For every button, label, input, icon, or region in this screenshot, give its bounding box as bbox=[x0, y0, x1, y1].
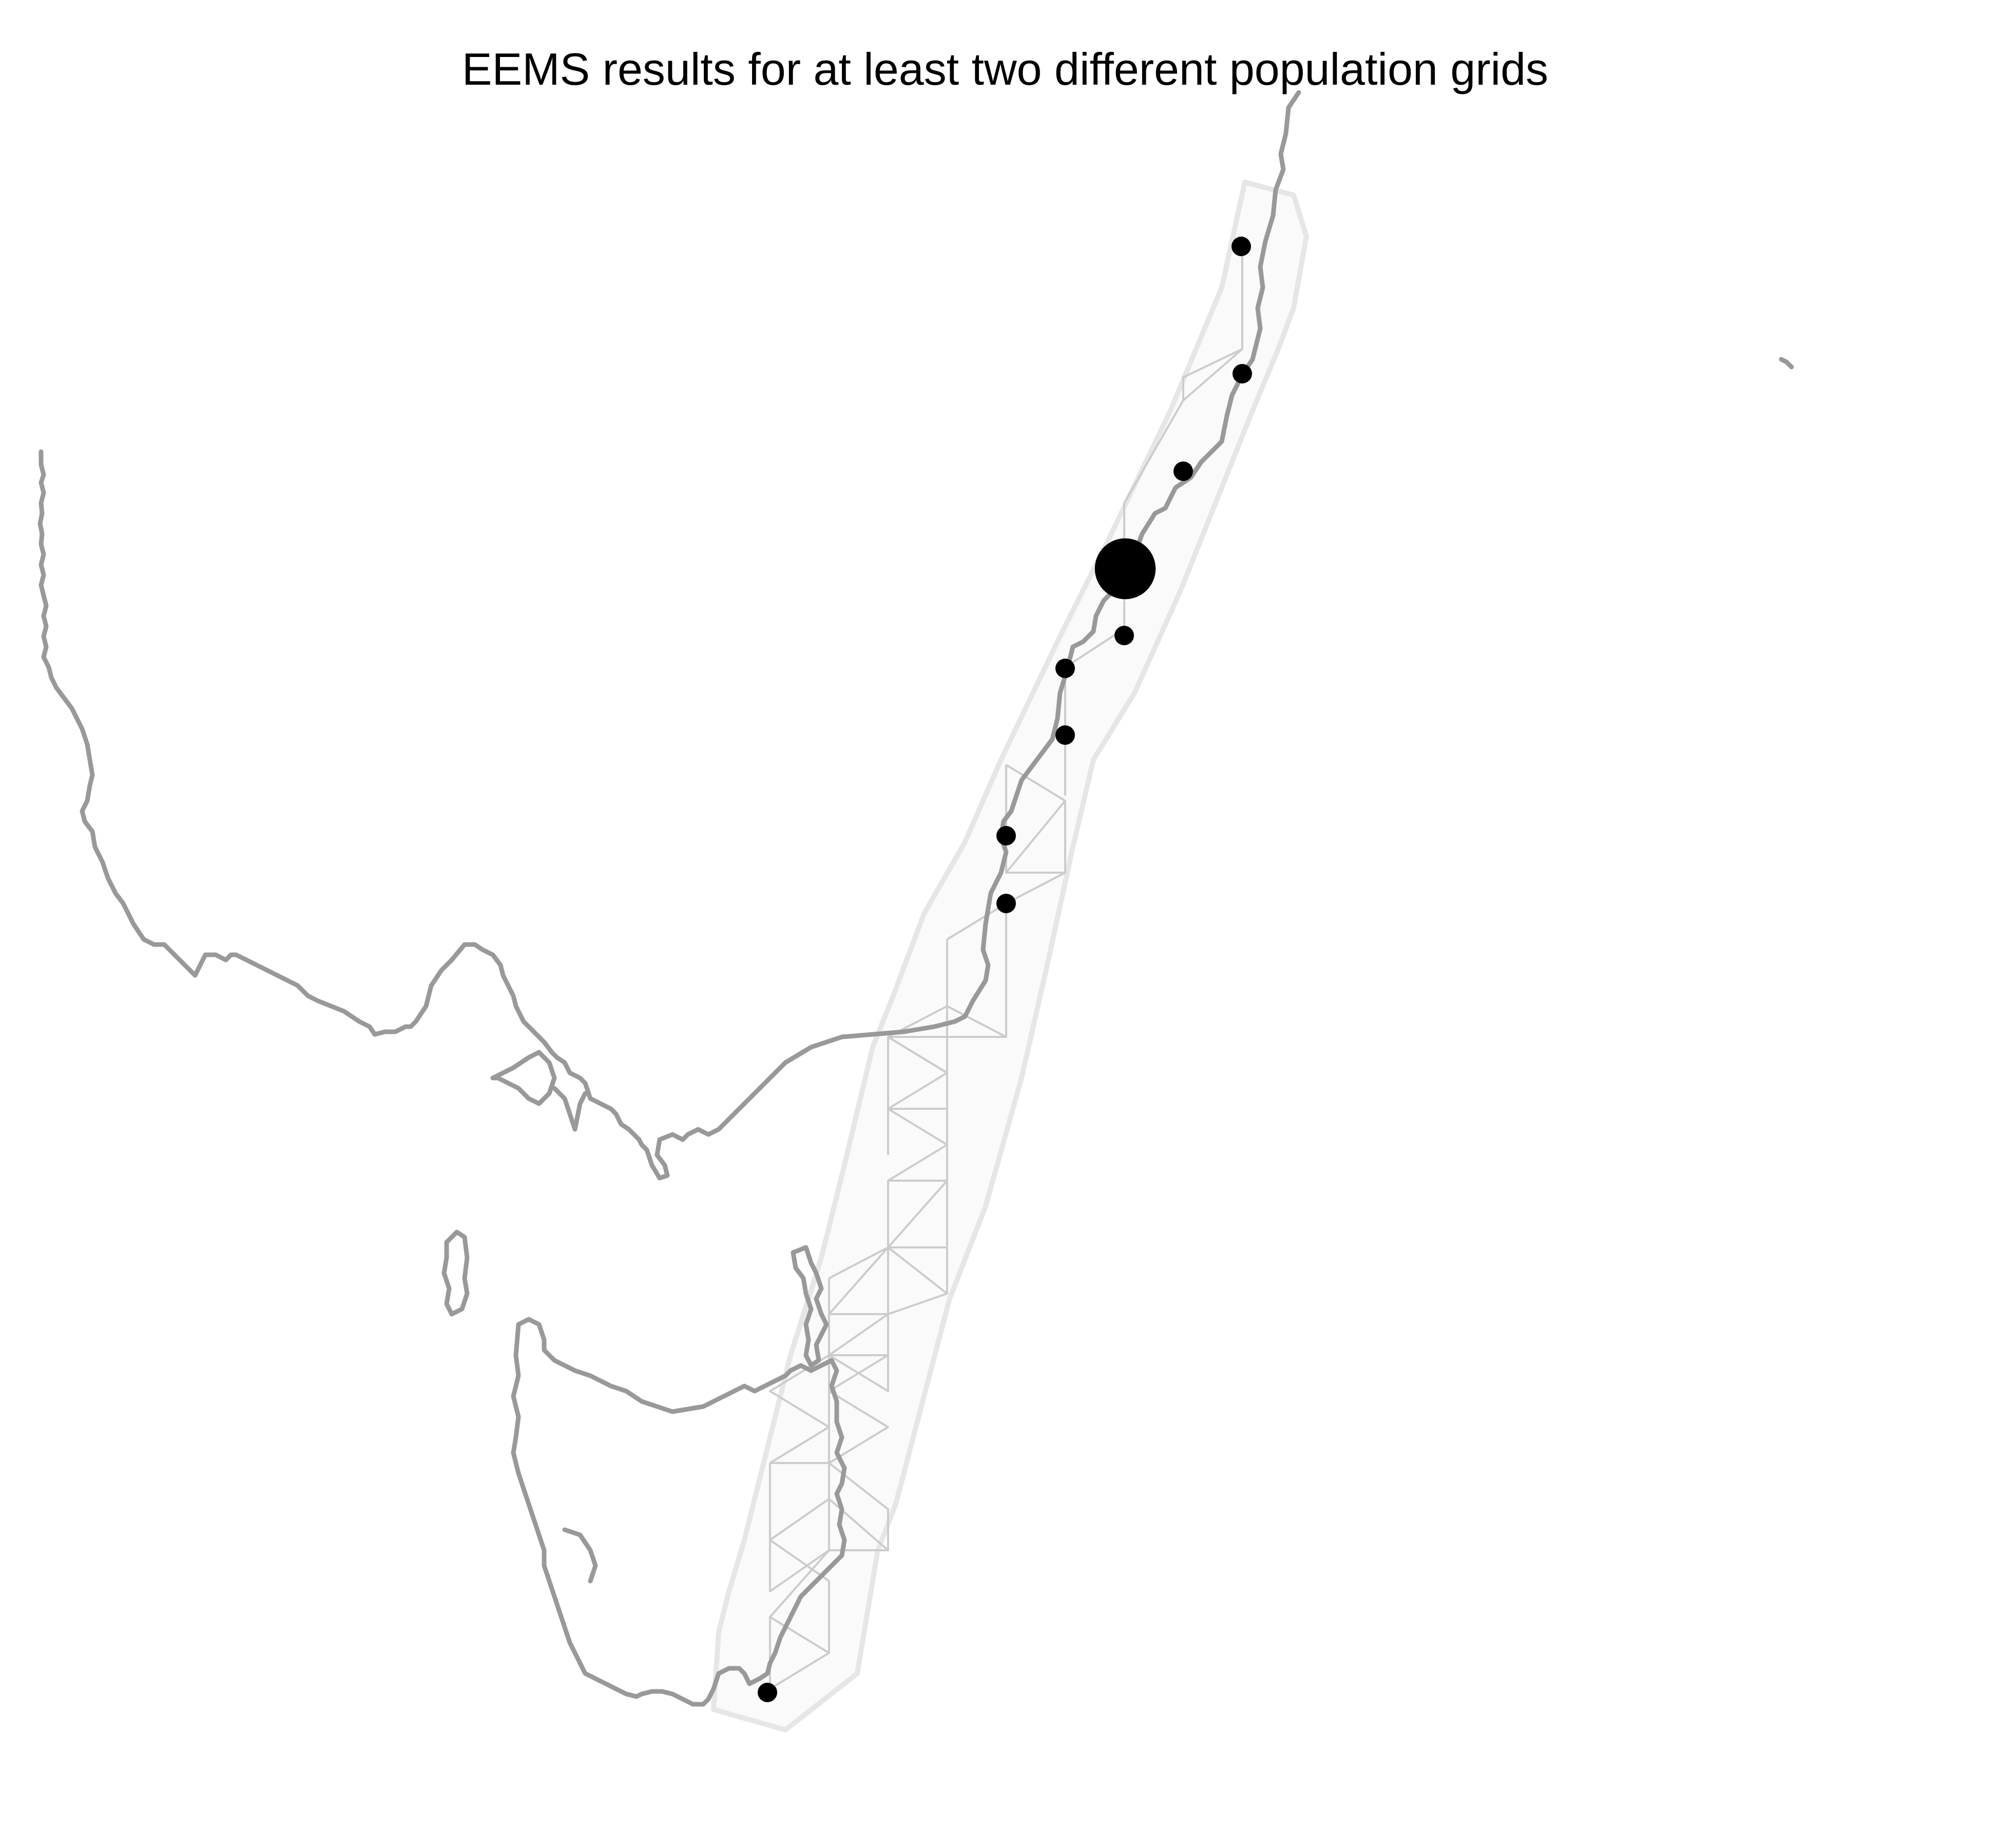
grid-edge bbox=[769, 1462, 889, 1550]
population-grid bbox=[769, 236, 1243, 1694]
flinders-island bbox=[791, 1245, 829, 1368]
sample-point-s6 bbox=[1055, 659, 1075, 678]
inlet-coastline bbox=[552, 1086, 588, 1132]
habitat-boundary bbox=[711, 180, 1309, 1732]
mainland-coastline bbox=[37, 90, 1301, 1181]
grid-edge bbox=[1182, 348, 1243, 400]
king-island bbox=[441, 1229, 470, 1317]
grid-edge bbox=[828, 1278, 889, 1464]
islet bbox=[1779, 357, 1794, 370]
sample-locations bbox=[758, 237, 1252, 1702]
grid-edge bbox=[887, 1036, 948, 1074]
sample-point-s8 bbox=[996, 826, 1016, 845]
bay-peninsula bbox=[490, 1050, 557, 1106]
sample-point-s2 bbox=[1233, 364, 1252, 383]
grid-edge bbox=[769, 1354, 830, 1464]
coastlines bbox=[37, 90, 1794, 1707]
grid-edge bbox=[887, 1180, 948, 1295]
sample-point-s5 bbox=[1114, 626, 1134, 645]
sample-point-s1 bbox=[1231, 237, 1251, 256]
sample-point-s10 bbox=[758, 1683, 777, 1702]
grid-edge bbox=[828, 1246, 889, 1315]
grid-edge bbox=[1005, 764, 1066, 802]
sample-point-s9 bbox=[996, 894, 1016, 913]
sample-point-s3 bbox=[1173, 461, 1193, 481]
sample-point-s7 bbox=[1055, 725, 1075, 745]
map-title: EEMS results for at least two different … bbox=[462, 44, 1548, 94]
grid-edge bbox=[1006, 872, 1066, 904]
tasmania-west-inlet bbox=[562, 1527, 598, 1584]
tasmania-coastline bbox=[511, 1317, 847, 1707]
sample-point-s4 bbox=[1094, 538, 1156, 600]
grid-edge bbox=[769, 1652, 830, 1690]
